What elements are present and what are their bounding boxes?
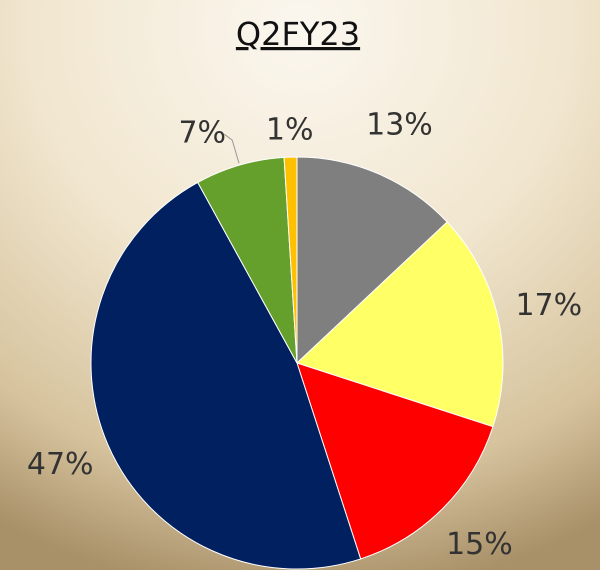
data-label: 47% (27, 447, 94, 482)
data-label: 7% (178, 116, 226, 151)
pie-slice (296, 362, 494, 560)
pie-slice (90, 181, 362, 570)
pie-slice (296, 221, 504, 428)
pie-slice (283, 156, 298, 364)
leader-line (223, 133, 240, 164)
data-label: 15% (446, 527, 513, 562)
data-label: 1% (266, 113, 314, 148)
pie-slice (296, 156, 448, 365)
data-label: 13% (366, 108, 433, 143)
data-label: 17% (515, 288, 582, 323)
chart-title: Q2FY23 (236, 15, 360, 53)
